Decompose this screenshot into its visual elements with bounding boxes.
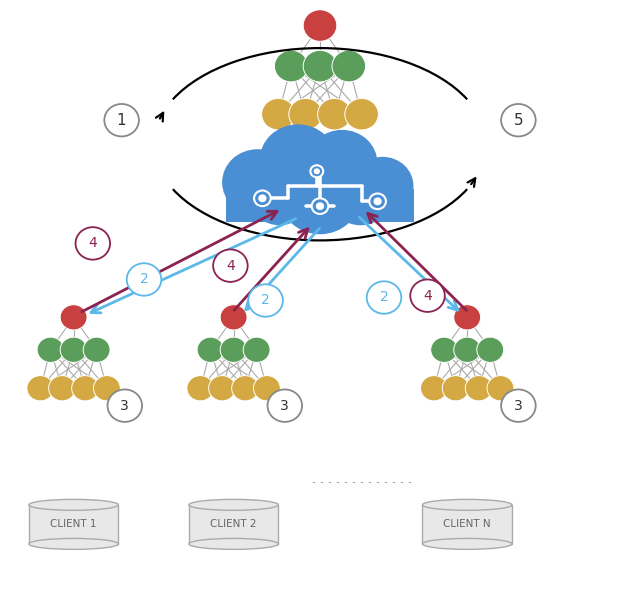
- Circle shape: [351, 157, 413, 215]
- Circle shape: [442, 376, 469, 401]
- Text: 4: 4: [423, 288, 432, 303]
- Circle shape: [222, 149, 292, 216]
- Ellipse shape: [189, 538, 278, 549]
- Text: · · · · · · · · · · · · ·: · · · · · · · · · · · · ·: [312, 477, 412, 490]
- Circle shape: [262, 99, 295, 130]
- Circle shape: [213, 249, 248, 282]
- Circle shape: [197, 337, 224, 362]
- Text: 3: 3: [280, 398, 289, 413]
- Ellipse shape: [29, 499, 118, 510]
- Circle shape: [330, 167, 392, 225]
- Circle shape: [310, 165, 323, 177]
- Circle shape: [232, 376, 259, 401]
- Circle shape: [187, 376, 214, 401]
- Circle shape: [76, 227, 110, 260]
- Circle shape: [307, 130, 378, 196]
- Circle shape: [60, 305, 87, 330]
- Text: 5: 5: [513, 113, 524, 127]
- Circle shape: [254, 191, 271, 206]
- Circle shape: [317, 99, 351, 130]
- Ellipse shape: [189, 499, 278, 510]
- Circle shape: [127, 263, 161, 296]
- Circle shape: [243, 337, 270, 362]
- Circle shape: [220, 305, 247, 330]
- Circle shape: [312, 198, 328, 214]
- Circle shape: [27, 376, 54, 401]
- Bar: [226, 189, 414, 222]
- Circle shape: [259, 195, 267, 202]
- Text: 3: 3: [514, 398, 523, 413]
- Text: SERVER: SERVER: [287, 159, 353, 177]
- Circle shape: [487, 376, 514, 401]
- Text: 4: 4: [88, 236, 97, 251]
- Circle shape: [454, 337, 481, 362]
- Text: CLIENT 2: CLIENT 2: [211, 519, 257, 529]
- Circle shape: [314, 168, 320, 174]
- Circle shape: [93, 376, 120, 401]
- Circle shape: [501, 389, 536, 422]
- Circle shape: [369, 194, 386, 209]
- Text: CLIENT 1: CLIENT 1: [51, 519, 97, 529]
- Circle shape: [209, 376, 236, 401]
- Circle shape: [316, 202, 324, 210]
- Circle shape: [420, 376, 447, 401]
- Circle shape: [37, 337, 64, 362]
- Circle shape: [332, 50, 365, 82]
- Text: 2: 2: [380, 290, 388, 305]
- Text: 4: 4: [226, 258, 235, 273]
- Circle shape: [260, 124, 336, 196]
- Ellipse shape: [29, 538, 118, 549]
- Circle shape: [108, 389, 142, 422]
- Circle shape: [345, 99, 378, 130]
- Circle shape: [248, 284, 283, 317]
- Circle shape: [303, 50, 337, 82]
- Circle shape: [367, 281, 401, 314]
- Text: 3: 3: [120, 398, 129, 413]
- Circle shape: [104, 104, 139, 136]
- Circle shape: [465, 376, 492, 401]
- Circle shape: [253, 376, 280, 401]
- Circle shape: [268, 389, 302, 422]
- Circle shape: [248, 167, 310, 225]
- Ellipse shape: [422, 499, 512, 510]
- Circle shape: [280, 158, 360, 234]
- Circle shape: [501, 104, 536, 136]
- Circle shape: [454, 305, 481, 330]
- Circle shape: [431, 337, 458, 362]
- Text: 2: 2: [140, 272, 148, 287]
- Text: 2: 2: [261, 293, 270, 308]
- Text: CLIENT N: CLIENT N: [444, 519, 491, 529]
- Circle shape: [83, 337, 110, 362]
- Circle shape: [410, 279, 445, 312]
- Circle shape: [60, 337, 87, 362]
- Circle shape: [289, 99, 323, 130]
- Circle shape: [72, 376, 99, 401]
- Bar: [189, 505, 278, 544]
- Circle shape: [373, 197, 381, 206]
- Circle shape: [477, 337, 504, 362]
- Circle shape: [49, 376, 76, 401]
- Circle shape: [275, 50, 308, 82]
- Bar: [29, 505, 118, 544]
- Ellipse shape: [422, 538, 512, 549]
- Circle shape: [303, 10, 337, 41]
- Bar: [422, 505, 512, 544]
- Text: 1: 1: [116, 113, 127, 127]
- Circle shape: [220, 337, 247, 362]
